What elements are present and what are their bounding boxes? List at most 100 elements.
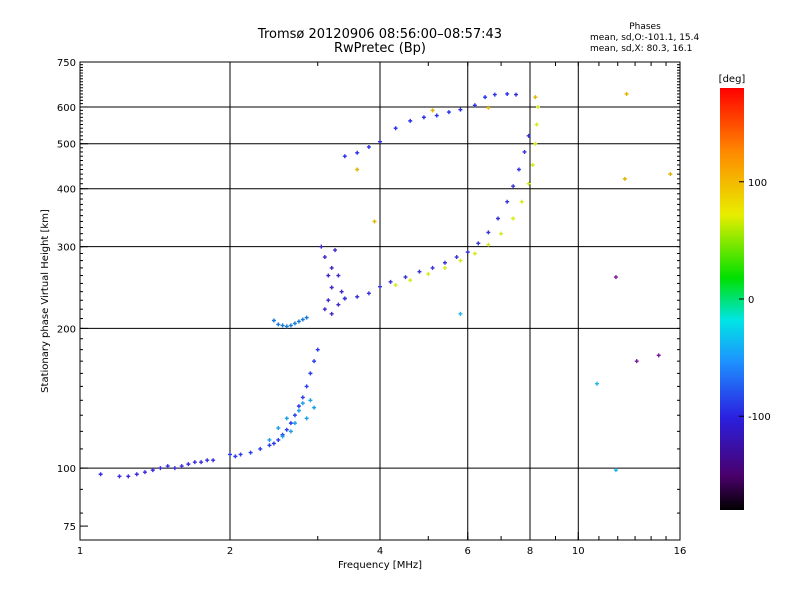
data-point (342, 296, 347, 301)
data-point (186, 462, 191, 467)
data-point (267, 443, 272, 448)
data-points (98, 91, 673, 479)
data-point (486, 230, 491, 235)
data-point (205, 458, 210, 463)
data-point (276, 426, 281, 431)
data-point (288, 421, 293, 426)
colorbar-tick-label: 100 (748, 178, 767, 189)
data-point (98, 472, 103, 477)
data-point (292, 421, 297, 426)
data-point (495, 216, 500, 221)
data-point (446, 110, 451, 115)
grid-lines (79, 62, 680, 540)
data-point (622, 176, 627, 181)
data-point (378, 284, 382, 289)
data-point (319, 244, 324, 249)
data-point (312, 405, 317, 410)
data-point (472, 103, 477, 108)
data-point (126, 474, 131, 479)
x-tick-label: 6 (465, 546, 471, 557)
chart-subtitle: RwPretec (Bp) (333, 41, 427, 56)
data-point (238, 452, 243, 457)
data-point (292, 321, 297, 326)
data-point (458, 258, 463, 263)
data-point (511, 216, 516, 221)
y-axis-label: Stationary phase Virtual Height [km] (40, 209, 51, 393)
data-point (505, 91, 510, 96)
phase-stats: Phases mean, sd,O:-101.1, 15.4 mean, sd,… (590, 22, 700, 55)
data-point (522, 149, 527, 154)
data-point (296, 408, 301, 413)
x-tick-label: 8 (527, 546, 533, 557)
x-axis-label: Frequency [MHz] (338, 560, 422, 571)
data-point (233, 454, 238, 459)
data-point (530, 162, 535, 167)
data-point (514, 92, 519, 97)
data-point (284, 427, 289, 432)
data-point (326, 273, 331, 278)
data-point (613, 468, 618, 473)
data-point (308, 398, 313, 403)
data-point (342, 154, 347, 159)
data-point (284, 324, 289, 329)
data-point (534, 122, 539, 127)
data-point (465, 250, 470, 255)
data-point (516, 167, 521, 172)
y-tick-label: 400 (57, 185, 76, 196)
phase-stats-x: mean, sd,X: 80.3, 16.1 (590, 44, 693, 54)
colorbar-tick-label: -100 (748, 412, 771, 423)
colorbar-unit: [deg] (719, 74, 746, 85)
data-point (486, 105, 491, 110)
y-tick-label: 200 (57, 324, 76, 335)
data-point (339, 289, 344, 294)
data-point (656, 353, 661, 358)
data-point (267, 437, 272, 442)
data-point (276, 322, 281, 327)
data-point (150, 468, 155, 473)
data-point (192, 460, 197, 465)
data-point (355, 167, 360, 172)
y-tick-label: 300 (57, 243, 76, 254)
chart-title: Tromsø 20120906 08:56:00–08:57:43 (257, 27, 503, 42)
data-point (434, 113, 439, 118)
data-point (333, 248, 338, 253)
data-point (336, 273, 341, 278)
data-point (442, 265, 447, 270)
data-point (624, 91, 629, 96)
data-point (288, 323, 293, 328)
data-point (158, 466, 163, 471)
y-tick-label: 600 (57, 103, 76, 114)
data-point (421, 115, 426, 120)
data-point (258, 446, 263, 451)
data-point (594, 381, 599, 386)
data-point (355, 150, 360, 155)
data-point (454, 255, 459, 260)
data-point (486, 242, 491, 247)
y-tick-label: 750 (57, 58, 76, 69)
colorbar-tick-label: 0 (748, 295, 754, 306)
data-point (613, 275, 618, 280)
data-point (329, 265, 334, 270)
data-point (142, 470, 147, 475)
x-axis-ticks: 1 2 4 6 8 10 16 (77, 62, 687, 557)
data-point (284, 416, 289, 421)
data-point (634, 359, 639, 364)
data-point (372, 219, 377, 224)
data-point (300, 395, 305, 400)
data-point (271, 318, 276, 323)
x-tick-label: 4 (377, 546, 383, 557)
x-tick-label: 1 (77, 546, 83, 557)
data-point (228, 452, 232, 457)
x-tick-label: 16 (674, 546, 687, 557)
data-point (533, 141, 538, 146)
data-point (312, 359, 317, 364)
data-point (322, 255, 327, 260)
data-point (308, 371, 313, 376)
x-tick-label: 10 (572, 546, 585, 557)
data-point (458, 107, 463, 112)
y-tick-label: 75 (63, 522, 76, 533)
colorbar-ticks: 100 0 -100 (739, 178, 771, 423)
data-point (288, 429, 293, 434)
data-point (511, 184, 516, 189)
